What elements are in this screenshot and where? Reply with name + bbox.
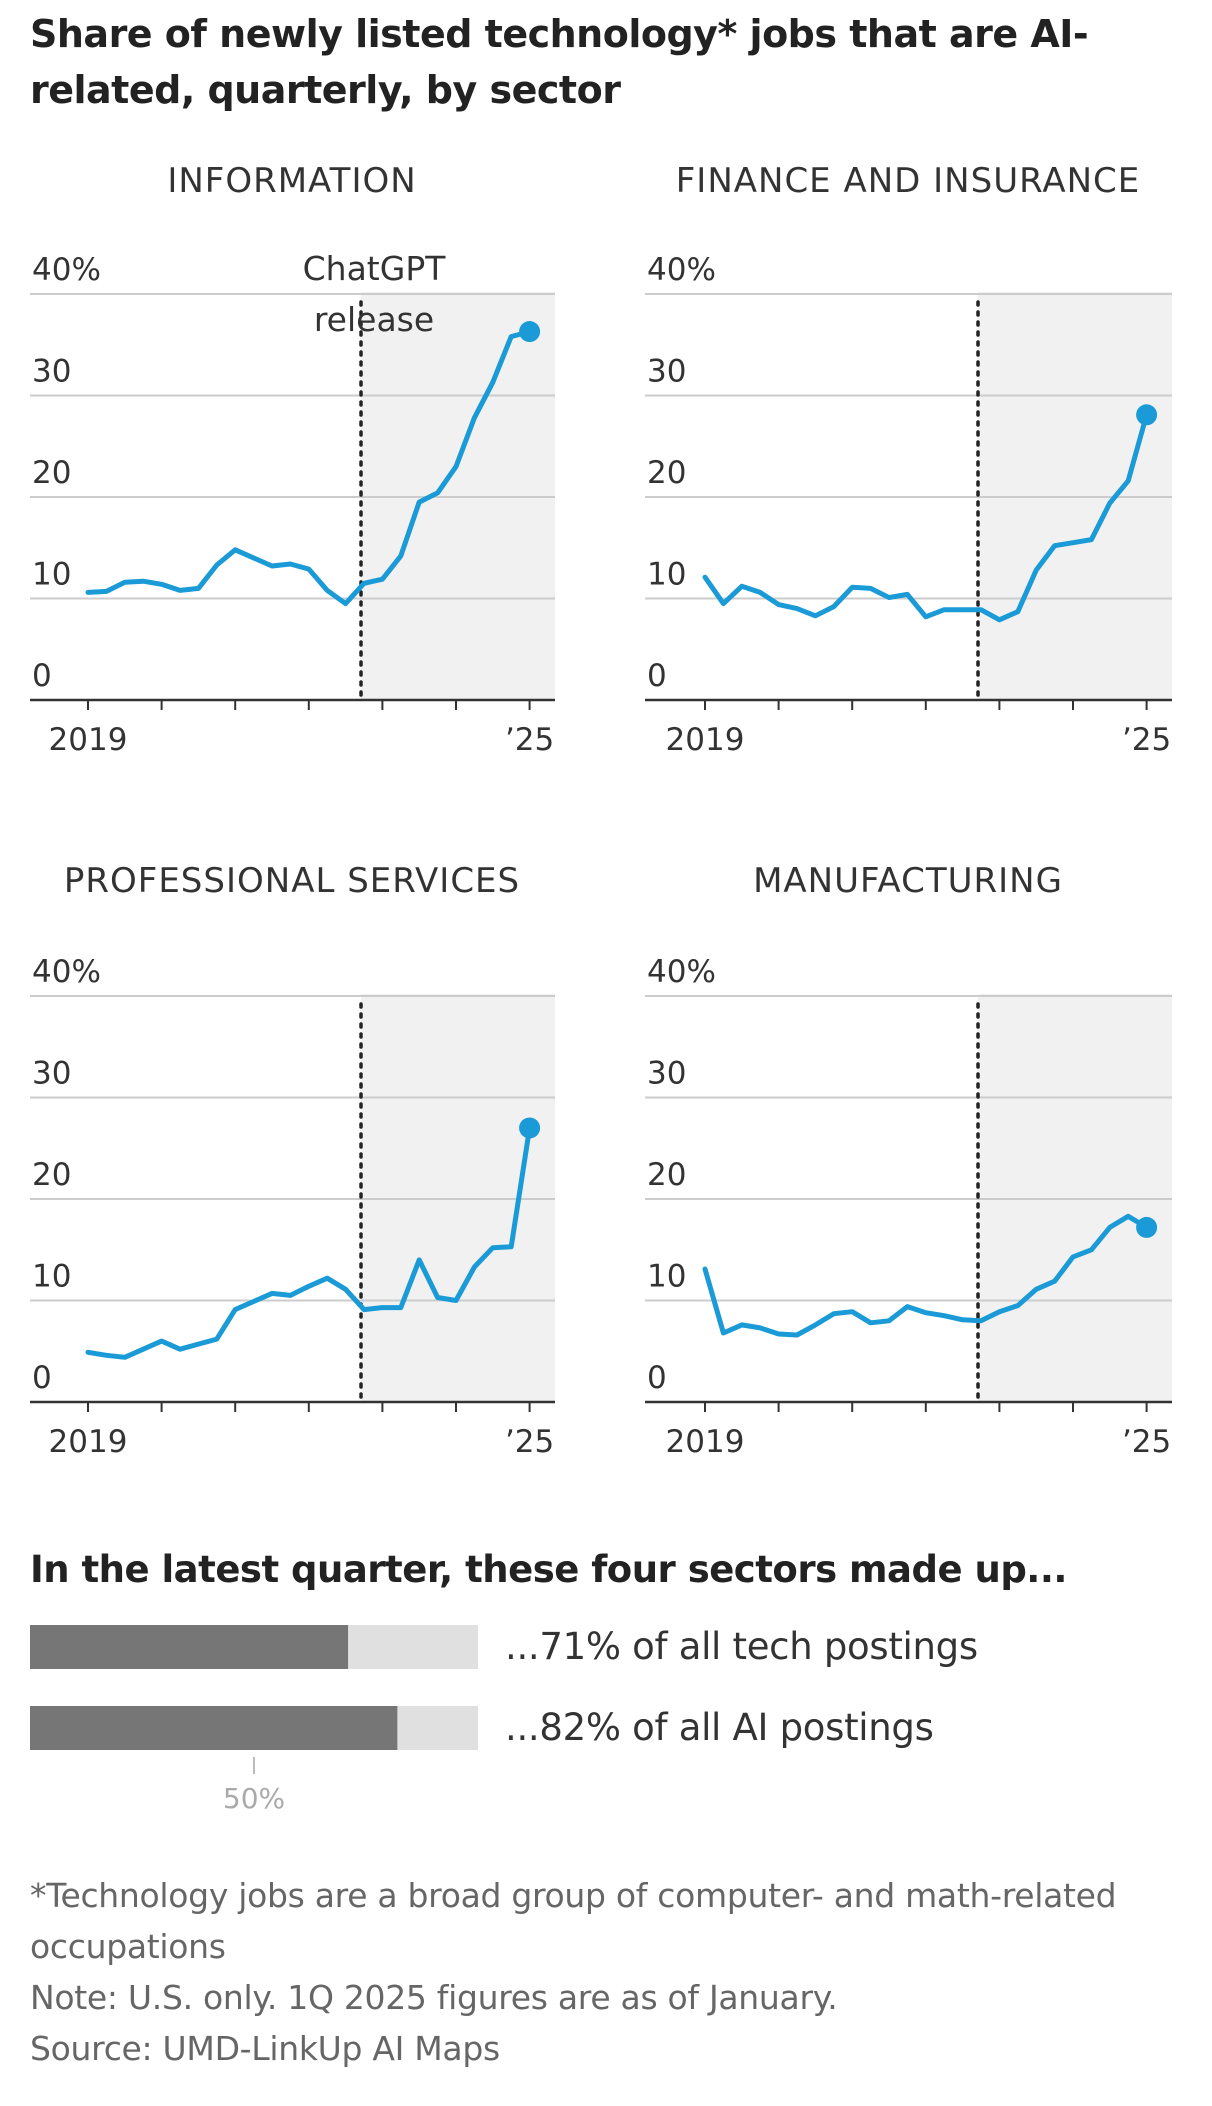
bar-chart: ...71% of all tech postings ...82% of all…	[30, 1625, 978, 1815]
bar-fill	[30, 1625, 349, 1669]
y-tick-label: 40%	[647, 252, 716, 288]
annotation-chatgpt: ChatGPT	[303, 249, 447, 288]
series-line	[702, 1213, 1150, 1338]
bar-fill	[30, 1706, 398, 1750]
chart-title: Share of newly listed technology* jobs t…	[30, 12, 1089, 112]
y-tick-label: 10	[32, 1259, 71, 1295]
x-tick-label-start: 2019	[666, 1424, 745, 1460]
bar-section-title: In the latest quarter, these four sector…	[30, 1548, 1067, 1591]
y-tick-label: 0	[32, 658, 52, 694]
x-tick-label-end: ’25	[505, 722, 554, 758]
footnote-asterisk-1: *Technology jobs are a broad group of co…	[30, 1876, 1117, 1915]
end-point-dot	[1136, 404, 1158, 426]
y-tick-label: 20	[32, 1157, 71, 1193]
y-tick-label: 0	[32, 1360, 52, 1396]
x-tick-label-start: 2019	[666, 722, 745, 758]
bar-label: ...71% of all tech postings	[505, 1625, 978, 1668]
panel-title-finance: FINANCE AND INSURANCE	[676, 161, 1141, 201]
line-panels: 40% 30 20 10 0 2019 ’25 40% 30 20 10 0 2019 ’25 40% 30 2…	[30, 252, 1172, 1460]
end-point-dot	[1136, 1216, 1158, 1238]
y-tick-label: 10	[647, 557, 686, 593]
footnote-asterisk-2: occupations	[30, 1927, 226, 1966]
x-tick-label-end: ’25	[505, 1424, 554, 1460]
line-panel-1: 40% 30 20 10 0 2019 ’25	[645, 252, 1172, 758]
bar-label: ...82% of all AI postings	[505, 1706, 934, 1749]
y-tick-label: 20	[32, 455, 71, 491]
y-tick-label: 10	[32, 557, 71, 593]
x-tick-label-start: 2019	[49, 1424, 128, 1460]
y-tick-label: 20	[647, 1157, 686, 1193]
line-panel-3: 40% 30 20 10 0 2019 ’25	[645, 954, 1172, 1460]
y-tick-label: 30	[32, 354, 71, 390]
y-tick-label: 40%	[647, 954, 716, 990]
y-tick-label: 40%	[32, 954, 101, 990]
y-tick-label: 0	[647, 658, 667, 694]
panel-title-professional-services: PROFESSIONAL SERVICES	[64, 861, 520, 901]
y-tick-label: 40%	[32, 252, 101, 288]
series-line	[702, 412, 1150, 623]
x-tick-label-end: ’25	[1122, 1424, 1171, 1460]
panel-title-information: INFORMATION	[167, 161, 416, 201]
end-point-dot	[519, 1117, 541, 1139]
y-tick-label: 30	[32, 1056, 71, 1092]
series-line	[85, 1125, 533, 1360]
x-tick-label-start: 2019	[49, 722, 128, 758]
y-tick-label: 20	[647, 455, 686, 491]
y-tick-label: 0	[647, 1360, 667, 1396]
panel-title-manufacturing: MANUFACTURING	[753, 861, 1063, 901]
x-tick-label-end: ’25	[1122, 722, 1171, 758]
footnote-note: Note: U.S. only. 1Q 2025 figures are as …	[30, 1978, 838, 2017]
line-panel-2: 40% 30 20 10 0 2019 ’25	[30, 954, 555, 1460]
series-line	[85, 329, 533, 607]
annotation-release: release	[314, 300, 434, 339]
y-tick-label: 30	[647, 1056, 686, 1092]
y-tick-label: 10	[647, 1259, 686, 1295]
line-panel-0: 40% 30 20 10 0 2019 ’25	[30, 252, 555, 758]
y-tick-label: 30	[647, 354, 686, 390]
footnote-source: Source: UMD-LinkUp AI Maps	[30, 2029, 500, 2068]
reference-label: 50%	[223, 1782, 285, 1815]
end-point-dot	[519, 321, 541, 343]
